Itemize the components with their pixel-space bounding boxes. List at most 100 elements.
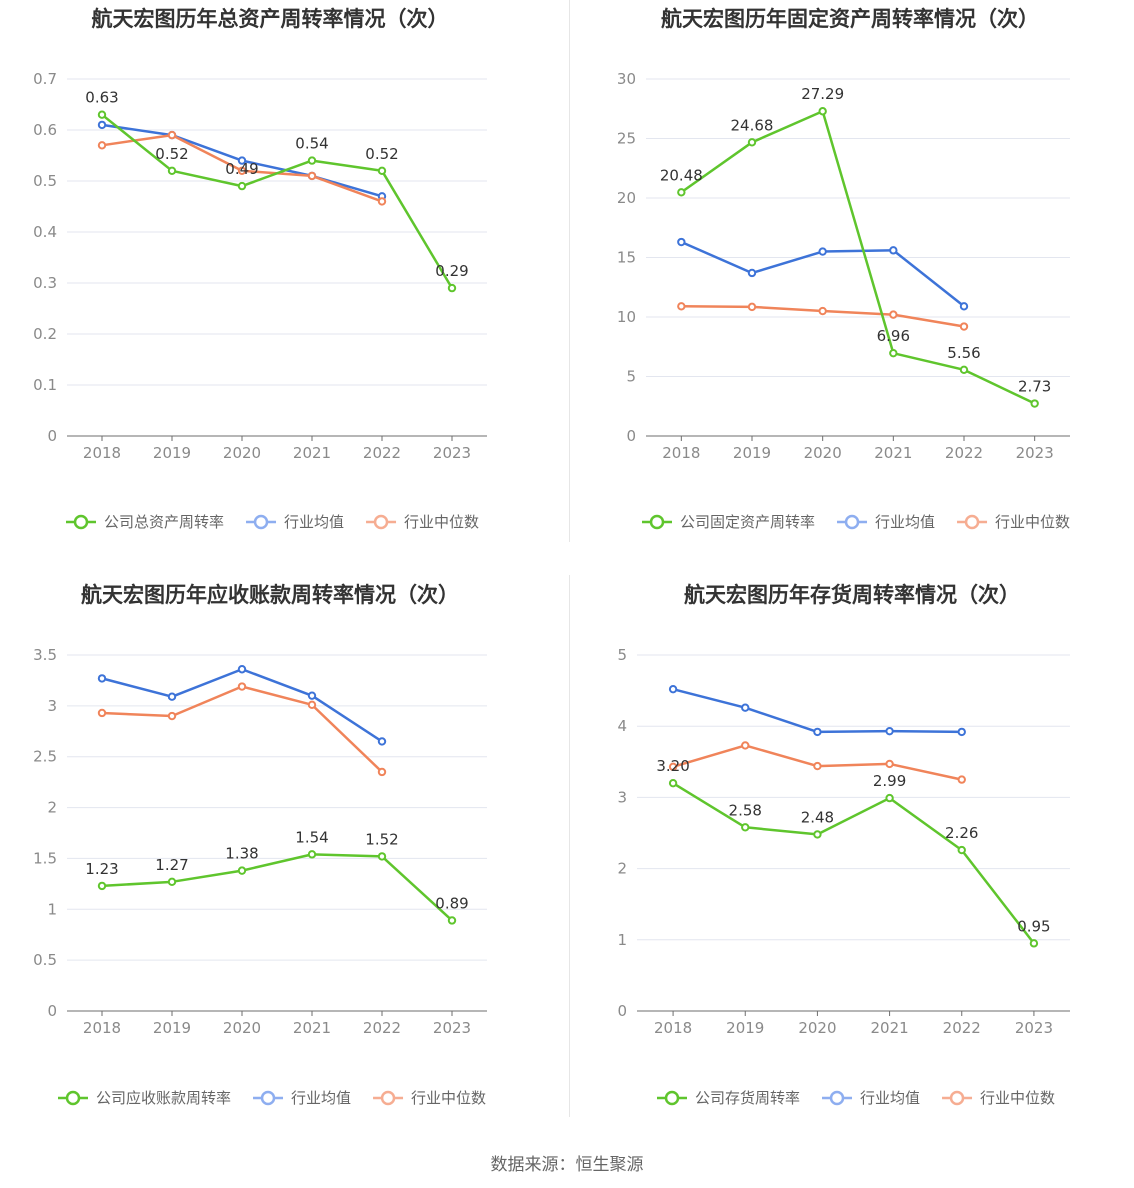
y-tick-label: 5: [617, 646, 627, 664]
legend-item-company: 公司应收账款周转率: [58, 1089, 231, 1107]
x-tick-label: 2019: [733, 444, 771, 462]
legend-marker: [253, 514, 269, 530]
data-point-median: [307, 171, 317, 181]
data-point-company: [818, 107, 827, 116]
chart-panel-total-asset-turnover: 航天宏图历年总资产周转率情况（次） 0 0.1 0.2 0.3 0.4 0.5 0.6 0.7 2…: [0, 0, 567, 560]
legend-label: 行业中位数: [980, 1089, 1055, 1107]
data-point-avg: [889, 246, 898, 255]
data-point-avg: [959, 302, 969, 311]
y-tick-label: 0.2: [33, 325, 57, 343]
y-tick-label: 2: [47, 799, 57, 817]
legend-marker: [664, 1090, 680, 1106]
y-tick-label: 0: [47, 1002, 57, 1020]
data-label: 2.26: [945, 824, 978, 842]
y-tick-label: 4: [617, 717, 627, 735]
x-tick-label: 2020: [223, 444, 261, 462]
data-label: 2.58: [729, 801, 762, 819]
legend-item-company: 公司固定资产周转率: [642, 513, 815, 531]
y-tick-label: 1: [617, 931, 627, 949]
data-point-median: [307, 700, 317, 710]
data-point-avg: [377, 737, 387, 746]
y-tick-label: 0: [626, 427, 636, 445]
data-point-company: [97, 881, 107, 891]
data-label: 1.23: [85, 860, 118, 878]
x-tick-label: 2018: [83, 444, 121, 462]
data-point-avg: [957, 727, 966, 737]
data-point-median: [818, 306, 827, 316]
legend-label: 公司总资产周转率: [104, 513, 224, 531]
legend-label: 行业中位数: [995, 513, 1070, 531]
legend-item-avg: 行业均值: [253, 1089, 351, 1107]
chart-group: 航天宏图历年总资产周转率情况（次） 0 0.1 0.2 0.3 0.4 0.5 0.6 0.7 2…: [33, 7, 487, 531]
chart-svg: 航天宏图历年总资产周转率情况（次） 0 0.1 0.2 0.3 0.4 0.5 0.6 0.7 2…: [33, 7, 487, 531]
data-point-avg: [307, 691, 317, 700]
data-point-median: [167, 130, 177, 140]
data-point-avg: [885, 726, 894, 736]
data-point-company: [1030, 399, 1039, 408]
legend-item-avg: 行业均值: [822, 1089, 920, 1107]
data-label: 5.56: [947, 344, 980, 362]
y-tick-label: 15: [617, 249, 636, 267]
chart-title: 航天宏图历年固定资产周转率情况（次）: [661, 7, 1039, 31]
data-point-company: [813, 830, 822, 839]
legend-item-median: 行业中位数: [366, 513, 479, 531]
y-tick-label: 2.5: [33, 748, 57, 766]
data-point-median: [377, 197, 387, 206]
x-tick-label: 2022: [945, 444, 983, 462]
x-tick-label: 2023: [1016, 444, 1054, 462]
data-point-avg: [97, 674, 107, 683]
y-tick-label: 0.3: [33, 274, 57, 292]
data-point-median: [97, 708, 107, 718]
data-label: 2.73: [1018, 378, 1051, 396]
data-point-company: [97, 110, 107, 119]
data-point-company: [167, 877, 177, 887]
series-line-company: [101, 113, 454, 289]
data-point-company: [237, 866, 247, 875]
legend-marker: [73, 514, 89, 530]
data-label: 24.68: [731, 116, 774, 134]
x-tick-label: 2021: [293, 444, 331, 462]
data-label: 0.52: [155, 145, 188, 163]
y-tick-label: 0: [47, 427, 57, 445]
x-tick-label: 2018: [654, 1019, 692, 1037]
data-point-company: [747, 138, 757, 147]
data-point-avg: [741, 703, 750, 712]
data-point-avg: [237, 665, 247, 674]
data-point-median: [377, 767, 387, 777]
data-point-company: [307, 850, 317, 859]
data-label: 1.54: [295, 828, 328, 846]
legend-label: 行业均值: [291, 1089, 351, 1107]
data-point-company: [668, 778, 678, 788]
data-point-median: [97, 141, 107, 150]
legend-marker: [65, 1090, 81, 1106]
chart-title: 航天宏图历年存货周转率情况（次）: [684, 583, 1020, 607]
legend-label: 行业均值: [875, 513, 935, 531]
data-point-company: [741, 823, 750, 832]
data-point-avg: [237, 156, 247, 165]
x-tick-label: 2022: [363, 444, 401, 462]
data-label: 20.48: [660, 166, 703, 184]
legend-item-median: 行业中位数: [942, 1089, 1055, 1107]
chart-title: 航天宏图历年总资产周转率情况（次）: [92, 7, 449, 31]
series-line-company: [101, 853, 453, 922]
data-point-company: [447, 916, 457, 925]
data-point-company: [889, 348, 898, 358]
data-label: 1.38: [225, 845, 258, 863]
legend-marker: [829, 1090, 845, 1106]
data-label: 1.27: [155, 856, 188, 874]
y-tick-label: 25: [617, 130, 636, 148]
y-tick-label: 5: [626, 368, 636, 386]
y-tick-label: 0.5: [33, 951, 57, 969]
legend-item-median: 行业中位数: [957, 513, 1070, 531]
legend-label: 公司固定资产周转率: [680, 513, 815, 531]
data-point-company: [377, 852, 387, 861]
data-label: 0.29: [435, 262, 468, 280]
series-line-avg: [672, 687, 962, 734]
x-tick-label: 2019: [153, 1019, 191, 1037]
chart-title: 航天宏图历年应收账款周转率情况（次）: [81, 583, 459, 607]
y-tick-label: 0.7: [33, 70, 57, 88]
legend-marker: [844, 514, 860, 530]
legend-item-company: 公司存货周转率: [657, 1089, 800, 1107]
